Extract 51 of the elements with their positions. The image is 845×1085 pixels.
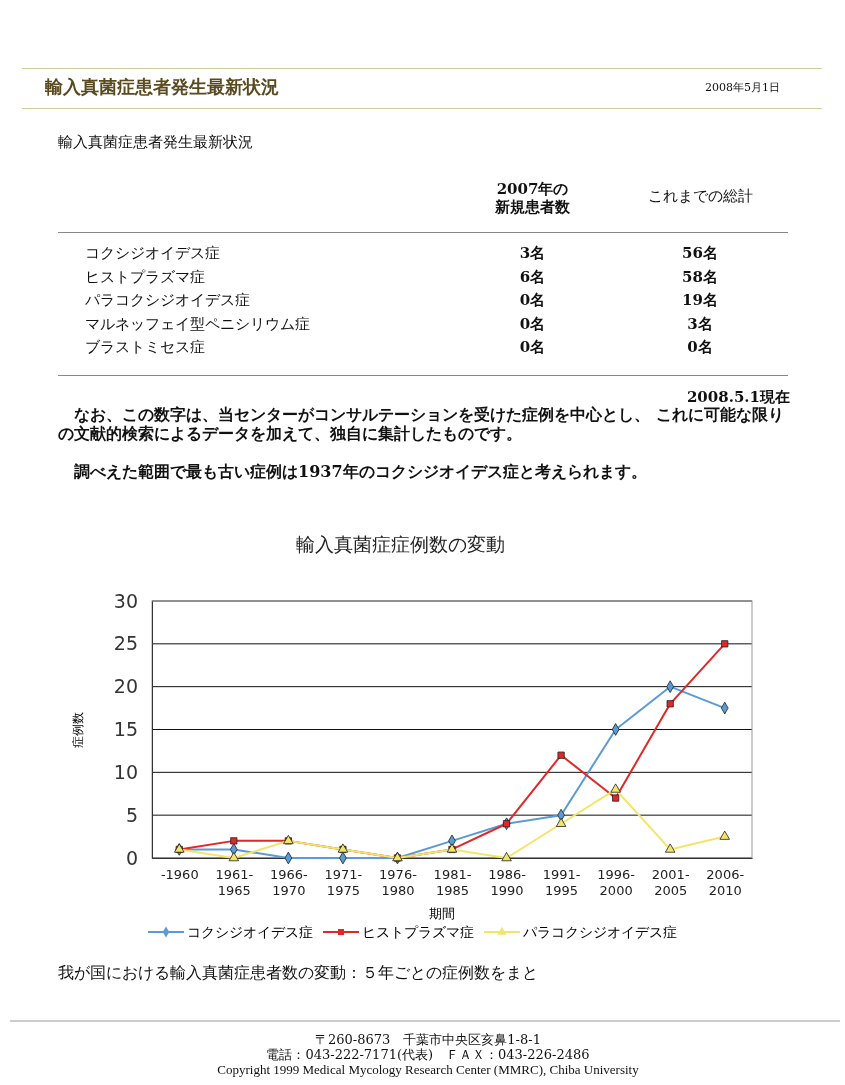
text: 3名 bbox=[686, 314, 714, 334]
y-axis-title: 症例数 bbox=[71, 711, 85, 748]
text: ブラストミセス症 bbox=[85, 338, 205, 357]
text: Copyright 1999 Medical Mycology Research Center (MMRC), Chiba University bbox=[217, 1062, 640, 1077]
text: 6名 bbox=[518, 267, 547, 287]
text: 19名 bbox=[681, 291, 719, 310]
x-tick-label: 1981- 1985 bbox=[433, 867, 472, 898]
text: コクシジオイデス症 bbox=[85, 244, 220, 263]
text: 0名 bbox=[518, 291, 547, 310]
text: 2008.5.1現在 bbox=[685, 388, 790, 406]
text: なお、この数字は、当センターがコンサルテーションを受けた症例を中心とし、 これに可能な限りの文献的検索によるデータを加えて、独自に集計したものです。 bbox=[58, 405, 785, 443]
text: ヒストプラズマ症 bbox=[85, 267, 205, 287]
text: 2007年の新規患者数 bbox=[494, 180, 571, 216]
x-tick-label: 2001- 2005 bbox=[651, 867, 690, 898]
text: マルネッフェイ型ペニシリウム症 bbox=[85, 314, 310, 334]
text: 電話：043-222-7171(代表) ＦＡＸ：043-226-2486 bbox=[266, 1047, 590, 1062]
legend-label: コクシジオイデス症 bbox=[187, 924, 313, 940]
y-tick-label: 5 bbox=[125, 803, 138, 826]
x-tick-label: 1971- 1975 bbox=[324, 867, 363, 898]
text: 輸入真菌症患者発生最新状況 bbox=[45, 75, 279, 99]
y-tick-label: 15 bbox=[113, 718, 138, 741]
x-tick-label: 1996- 2000 bbox=[597, 867, 636, 898]
y-tick-label: 25 bbox=[113, 632, 138, 655]
text: 56名 bbox=[681, 244, 719, 263]
x-tick-label: 1976- 1980 bbox=[379, 867, 418, 898]
text: 0名 bbox=[686, 338, 714, 357]
text: 調べえた範囲で最も古い症例は1937年のコクシジオイデス症と考えられます。 bbox=[73, 462, 648, 481]
text: 我が国における輸入真菌症患者数の変動：５年ごとの症例数をまと bbox=[58, 963, 538, 982]
text: 2008年5月1日 bbox=[705, 80, 780, 95]
text: 0名 bbox=[518, 338, 547, 357]
x-tick-label: -1960 bbox=[160, 867, 199, 883]
x-tick-label: 1966- 1970 bbox=[269, 867, 309, 898]
y-tick-label: 10 bbox=[113, 760, 138, 783]
chart-title: 輸入真菌症症例数の変動 bbox=[295, 533, 505, 555]
text: これまでの総計 bbox=[646, 187, 754, 206]
legend-label: ヒストプラズマ症 bbox=[362, 924, 474, 940]
text: パラコクシジオイデス症 bbox=[85, 291, 250, 310]
text: 0名 bbox=[518, 314, 547, 334]
text: 3名 bbox=[518, 244, 547, 263]
y-tick-label: 0 bbox=[125, 846, 138, 869]
x-axis-title: 期間 bbox=[429, 906, 455, 921]
x-tick-label: 1986- 1990 bbox=[488, 867, 527, 898]
x-tick-label: 2006- 2010 bbox=[706, 867, 745, 898]
y-tick-label: 30 bbox=[113, 589, 138, 612]
x-tick-label: 1961- 1965 bbox=[215, 867, 254, 898]
text: 58名 bbox=[681, 267, 719, 287]
text: 〒260-8673 千葉市中央区亥鼻1-8-1 bbox=[315, 1032, 541, 1047]
text: 輸入真菌症患者発生最新状況 bbox=[58, 133, 253, 152]
legend-label: パラコクシジオイデス症 bbox=[522, 924, 677, 940]
y-tick-label: 20 bbox=[113, 675, 138, 698]
x-tick-label: 1991- 1995 bbox=[542, 867, 581, 898]
